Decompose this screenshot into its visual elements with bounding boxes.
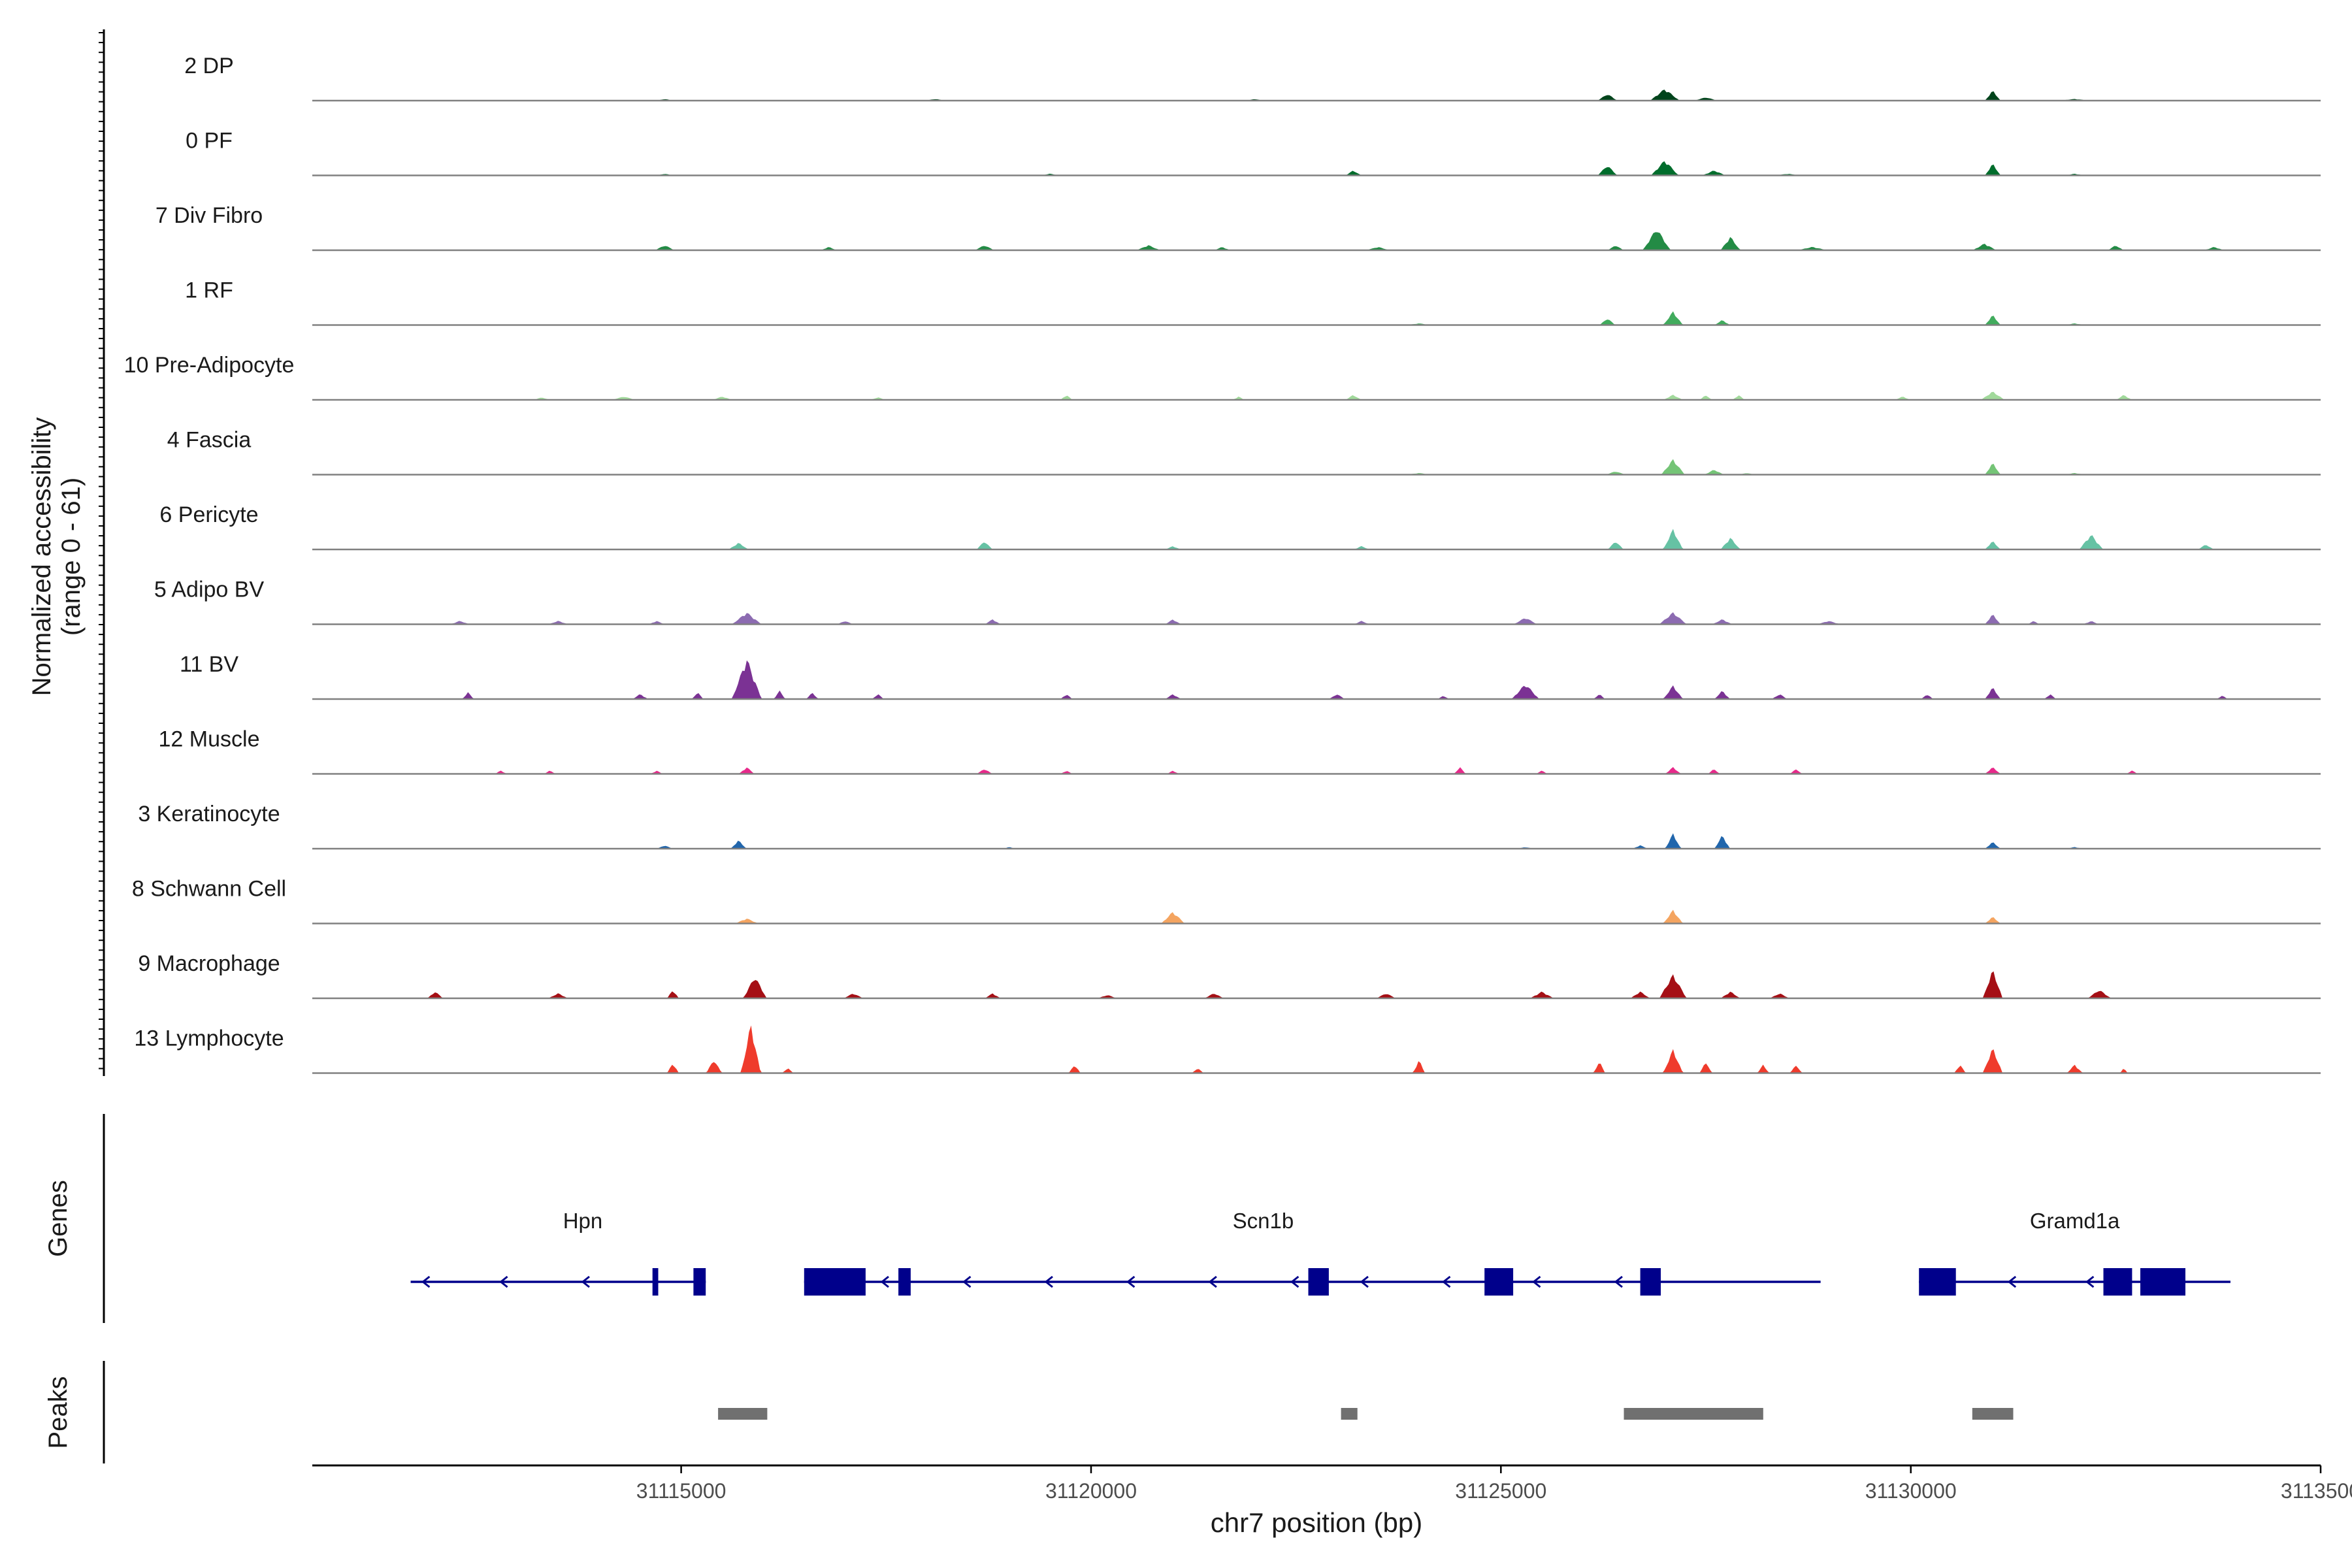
strand-arrow bbox=[1360, 1275, 1369, 1288]
x-axis-title: chr7 position (bp) bbox=[1211, 1507, 1423, 1538]
strand-arrow bbox=[1208, 1275, 1217, 1288]
exon bbox=[693, 1268, 706, 1296]
track-label: 10 Pre-Adipocyte bbox=[124, 353, 295, 378]
exon bbox=[898, 1268, 911, 1296]
peak-region bbox=[1972, 1408, 2014, 1420]
track-label: 2 DP bbox=[184, 54, 234, 78]
coverage-area bbox=[345, 833, 2321, 849]
strand-arrow bbox=[421, 1275, 431, 1288]
coverage-area bbox=[345, 971, 2321, 998]
track-label: 8 Schwann Cell bbox=[132, 877, 286, 902]
exon bbox=[652, 1268, 659, 1296]
y-axis-title-line2: (range 0 - 61) bbox=[57, 478, 86, 636]
track: 3 Keratinocyte bbox=[138, 802, 2321, 850]
peak-region bbox=[1341, 1408, 1358, 1420]
track-label: 4 Fascia bbox=[167, 428, 252, 453]
strand-arrow bbox=[880, 1275, 889, 1288]
coverage-area bbox=[345, 161, 2321, 176]
exon bbox=[2140, 1268, 2185, 1296]
track: 8 Schwann Cell bbox=[132, 877, 2321, 924]
coverage-area bbox=[345, 311, 2321, 325]
peaks-panel-title: Peaks bbox=[44, 1376, 73, 1448]
track-label: 1 RF bbox=[185, 278, 233, 303]
track-label: 9 Macrophage bbox=[138, 951, 280, 976]
peaks-panel: Peaks bbox=[44, 1361, 2014, 1463]
gene-label: Gramd1a bbox=[2030, 1209, 2120, 1233]
y-axis-ticks bbox=[99, 32, 104, 1070]
track-label: 3 Keratinocyte bbox=[138, 802, 280, 826]
coverage-area bbox=[345, 529, 2321, 549]
coverage-area bbox=[345, 232, 2321, 250]
exon bbox=[1308, 1268, 1329, 1296]
coverage-area bbox=[345, 909, 2321, 924]
peak-region bbox=[1624, 1408, 1763, 1420]
strand-arrow bbox=[1044, 1275, 1053, 1288]
strand-arrow bbox=[499, 1275, 508, 1288]
strand-arrow bbox=[581, 1275, 590, 1288]
coverage-area bbox=[345, 660, 2321, 699]
strand-arrow bbox=[1442, 1275, 1451, 1288]
peak-regions bbox=[718, 1408, 2014, 1420]
exon bbox=[2103, 1268, 2132, 1296]
exon bbox=[804, 1268, 866, 1296]
x-axis-ticks: 31115000 31120000 31125000 31130000 3113500 bbox=[636, 1465, 2352, 1503]
track-label: 11 BV bbox=[180, 652, 238, 677]
track: 11 BV bbox=[180, 652, 2321, 700]
exon bbox=[1640, 1268, 1661, 1296]
track: 0 PF bbox=[186, 129, 2321, 176]
coverage-area bbox=[345, 767, 2321, 774]
x-tick-label: 31120000 bbox=[1045, 1479, 1137, 1503]
strand-arrow bbox=[1614, 1275, 1623, 1288]
y-axis-title-line1: Normalized accessibility bbox=[27, 417, 56, 696]
track: 5 Adipo BV bbox=[154, 578, 2321, 625]
track-label: 7 Div Fibro bbox=[155, 203, 263, 228]
x-axis: 311150003112000031125000311300003113500 … bbox=[312, 1464, 2352, 1538]
track-label: 6 Pericyte bbox=[159, 502, 258, 527]
track: 2 DP bbox=[184, 54, 2321, 102]
track-label: 0 PF bbox=[186, 129, 233, 154]
gene-label: Hpn bbox=[563, 1209, 603, 1233]
coverage-area bbox=[345, 1025, 2321, 1073]
x-tick-label: 31125000 bbox=[1455, 1479, 1546, 1503]
x-tick-label: 3113500 bbox=[2281, 1479, 2352, 1503]
exon bbox=[1919, 1268, 1956, 1296]
track: 12 Muscle bbox=[159, 727, 2321, 775]
y-axis: Normalized accessibility (range 0 - 61) bbox=[27, 29, 105, 1076]
track: 4 Fascia bbox=[167, 428, 2321, 476]
track: 10 Pre-Adipocyte bbox=[124, 353, 2321, 401]
track-label: 13 Lymphocyte bbox=[134, 1026, 284, 1051]
track: 6 Pericyte bbox=[159, 502, 2321, 551]
strand-arrow bbox=[962, 1275, 972, 1288]
peak-region bbox=[718, 1408, 768, 1420]
strand-arrow bbox=[1290, 1275, 1299, 1288]
gene-models: Hpn Scn1b Gramd1a bbox=[410, 1209, 2230, 1296]
strand-arrow bbox=[1532, 1275, 1541, 1288]
track: 7 Div Fibro bbox=[155, 203, 2321, 252]
gene-label: Scn1b bbox=[1233, 1209, 1294, 1233]
track: 1 RF bbox=[185, 278, 2321, 326]
track-label: 12 Muscle bbox=[159, 727, 260, 752]
strand-arrow bbox=[2085, 1275, 2095, 1288]
coverage-area bbox=[345, 90, 2321, 101]
coverage-tracks: 2 DP 0 PF 7 Div Fibro 1 RF 10 Pre-Adipocyte 4… bbox=[124, 54, 2321, 1074]
x-tick-label: 31130000 bbox=[1865, 1479, 1957, 1503]
coverage-area bbox=[345, 459, 2321, 475]
strand-arrow bbox=[2007, 1275, 2017, 1288]
x-tick-label: 31115000 bbox=[636, 1479, 727, 1503]
track: 9 Macrophage bbox=[138, 951, 2321, 1000]
track-label: 5 Adipo BV bbox=[154, 578, 265, 602]
genes-panel: Genes Hpn Scn1b Gramd1a bbox=[44, 1114, 2230, 1323]
coverage-area bbox=[345, 391, 2321, 400]
track: 13 Lymphocyte bbox=[134, 1025, 2321, 1074]
strand-arrow bbox=[1126, 1275, 1135, 1288]
exon bbox=[1484, 1268, 1514, 1296]
coverage-area bbox=[345, 612, 2321, 625]
genes-panel-title: Genes bbox=[44, 1180, 73, 1257]
